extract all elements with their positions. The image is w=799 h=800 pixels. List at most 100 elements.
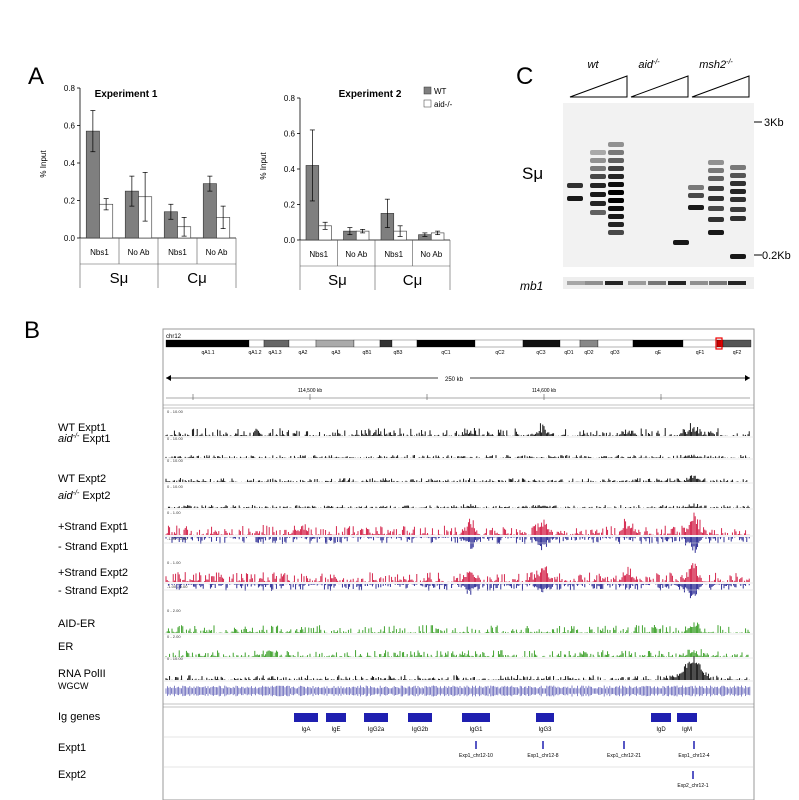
ig-gene bbox=[677, 713, 697, 722]
expt2-peaks-label: Expt2 bbox=[58, 769, 86, 781]
loading-band bbox=[690, 281, 708, 285]
x-tick-label: Nbs1 bbox=[309, 250, 328, 259]
lane-label-msh2: msh2-/- bbox=[699, 59, 733, 71]
y-tick-label: 0.4 bbox=[64, 159, 76, 168]
ideogram-band bbox=[391, 339, 418, 348]
legend-swatch-aid bbox=[423, 99, 432, 108]
track-label: - Strand Expt2 bbox=[58, 585, 128, 597]
track-range: 0 - 10.00 bbox=[167, 436, 184, 441]
track-range: 0 - 2.00 bbox=[167, 634, 181, 639]
gel-band bbox=[608, 190, 624, 195]
gel-band bbox=[567, 183, 583, 188]
ig-gene-label: IgM bbox=[682, 727, 692, 733]
ideogram-band bbox=[315, 339, 355, 348]
track-range: 0 - 10.00 bbox=[167, 458, 184, 463]
panel-label-a: A bbox=[28, 63, 44, 90]
ig-gene bbox=[326, 713, 346, 722]
titration-wedge bbox=[569, 75, 628, 98]
track-label: - Strand Expt1 bbox=[58, 541, 128, 553]
x-tick-label: Nbs1 bbox=[168, 248, 187, 257]
genome-browser: chr12 qA1.1 qA1.2 qA1.3 qA2 qA3 qB1 qB3 qC1 qC2 q… bbox=[58, 328, 755, 800]
loading-band bbox=[628, 281, 646, 285]
peak-label: Exp2_chr12-1 bbox=[677, 783, 708, 789]
y-tick-label: 0.4 bbox=[284, 165, 296, 174]
ig-gene-label: IgG2a bbox=[368, 727, 385, 733]
titration-wedge bbox=[691, 75, 750, 98]
titration-wedge bbox=[630, 75, 689, 98]
ideogram-band-label: qD1 bbox=[564, 350, 573, 356]
gel-band bbox=[608, 166, 624, 171]
x-tick-label: No Ab bbox=[345, 250, 367, 259]
track-signal bbox=[165, 563, 750, 582]
ideogram-band-label: qB1 bbox=[363, 350, 372, 356]
scale-arrow-left bbox=[166, 375, 171, 381]
gel-band bbox=[730, 254, 746, 259]
chart-title: Experiment 1 bbox=[95, 89, 158, 100]
group-label: Cμ bbox=[187, 270, 206, 287]
ideogram-band-label: qC3 bbox=[536, 350, 545, 356]
ig-gene-label: IgG3 bbox=[538, 727, 552, 733]
gel-band bbox=[688, 193, 704, 198]
loading-band bbox=[709, 281, 727, 285]
gel-band bbox=[608, 182, 624, 187]
legend: WT aid-/- bbox=[423, 86, 453, 109]
gel-band bbox=[708, 196, 724, 201]
gel-band bbox=[708, 176, 724, 181]
ig-gene bbox=[364, 713, 388, 722]
track-signal bbox=[165, 423, 750, 436]
loading-band bbox=[585, 281, 603, 285]
expt1-peaks-label: Expt1 bbox=[58, 742, 86, 754]
legend-label-wt: WT bbox=[434, 87, 447, 96]
ideogram-view-marker bbox=[715, 337, 723, 350]
row-label-smu: Sμ bbox=[522, 164, 543, 183]
ideogram-band-label: qE bbox=[655, 350, 662, 356]
track-label: +Strand Expt2 bbox=[58, 567, 128, 579]
chart-experiment-2: Experiment 2 % Input 0.0 0.2 0.4 0.6 0.8 Nbs1… bbox=[259, 89, 451, 290]
scale-bar: 250 kb 114,500 kb 114,600 kb bbox=[166, 374, 750, 400]
loading-band bbox=[668, 281, 686, 285]
ideogram-band bbox=[597, 339, 634, 348]
gel-band bbox=[608, 230, 624, 235]
gel-band bbox=[590, 150, 606, 155]
track-range: 0 - 2.00 bbox=[167, 608, 181, 613]
gel-band bbox=[608, 142, 624, 147]
track-label: aid-/- Expt2 bbox=[58, 490, 110, 502]
gel-band bbox=[708, 168, 724, 173]
ideogram-band bbox=[474, 339, 524, 348]
track-signal bbox=[167, 584, 750, 599]
ig-gene bbox=[536, 713, 554, 722]
ideogram-band-label: qA1.2 bbox=[248, 350, 261, 356]
gel-bands bbox=[567, 142, 746, 259]
ideogram-band bbox=[416, 339, 476, 348]
coordinate-label: 114,500 kb bbox=[298, 388, 323, 394]
gel-band bbox=[590, 201, 606, 206]
ig-genes-label: Ig genes bbox=[58, 711, 101, 723]
x-tick-label: Nbs1 bbox=[90, 248, 109, 257]
ideogram-band-label: qC2 bbox=[495, 350, 504, 356]
coordinate-label: 114,600 kb bbox=[532, 388, 557, 394]
y-tick-label: 0.2 bbox=[284, 201, 296, 210]
ig-gene bbox=[408, 713, 432, 722]
track-signal bbox=[165, 475, 748, 482]
track-label: ER bbox=[58, 641, 73, 653]
data-tracks: 0 - 10.00 0 - 10.00 0 - 10.00 0 - 10.00 0 - … bbox=[163, 409, 754, 697]
gel-band bbox=[688, 185, 704, 190]
gel-band bbox=[608, 222, 624, 227]
scale-label: 250 kb bbox=[445, 377, 464, 383]
ideogram-band bbox=[379, 339, 393, 348]
gel-band bbox=[590, 192, 606, 197]
panel-label-c: C bbox=[516, 63, 533, 90]
gel-panel: wt aid-/- msh2-/- Sμ 3Kb 0.2Kb mb1 bbox=[520, 59, 791, 293]
wgcw-signal bbox=[165, 685, 751, 697]
ideogram-band bbox=[522, 339, 561, 348]
peak-label: Exp1_chr12-21 bbox=[607, 753, 641, 759]
y-tick-label: 0.0 bbox=[64, 234, 76, 243]
ideogram-band-label: qD3 bbox=[610, 350, 619, 356]
loading-band bbox=[728, 281, 746, 285]
legend-label-aid: aid-/- bbox=[434, 100, 453, 109]
y-tick-label: 0.8 bbox=[64, 84, 76, 93]
peak-label: Exp1_chr12-8 bbox=[527, 753, 558, 759]
chart-title: Experiment 2 bbox=[339, 89, 402, 100]
